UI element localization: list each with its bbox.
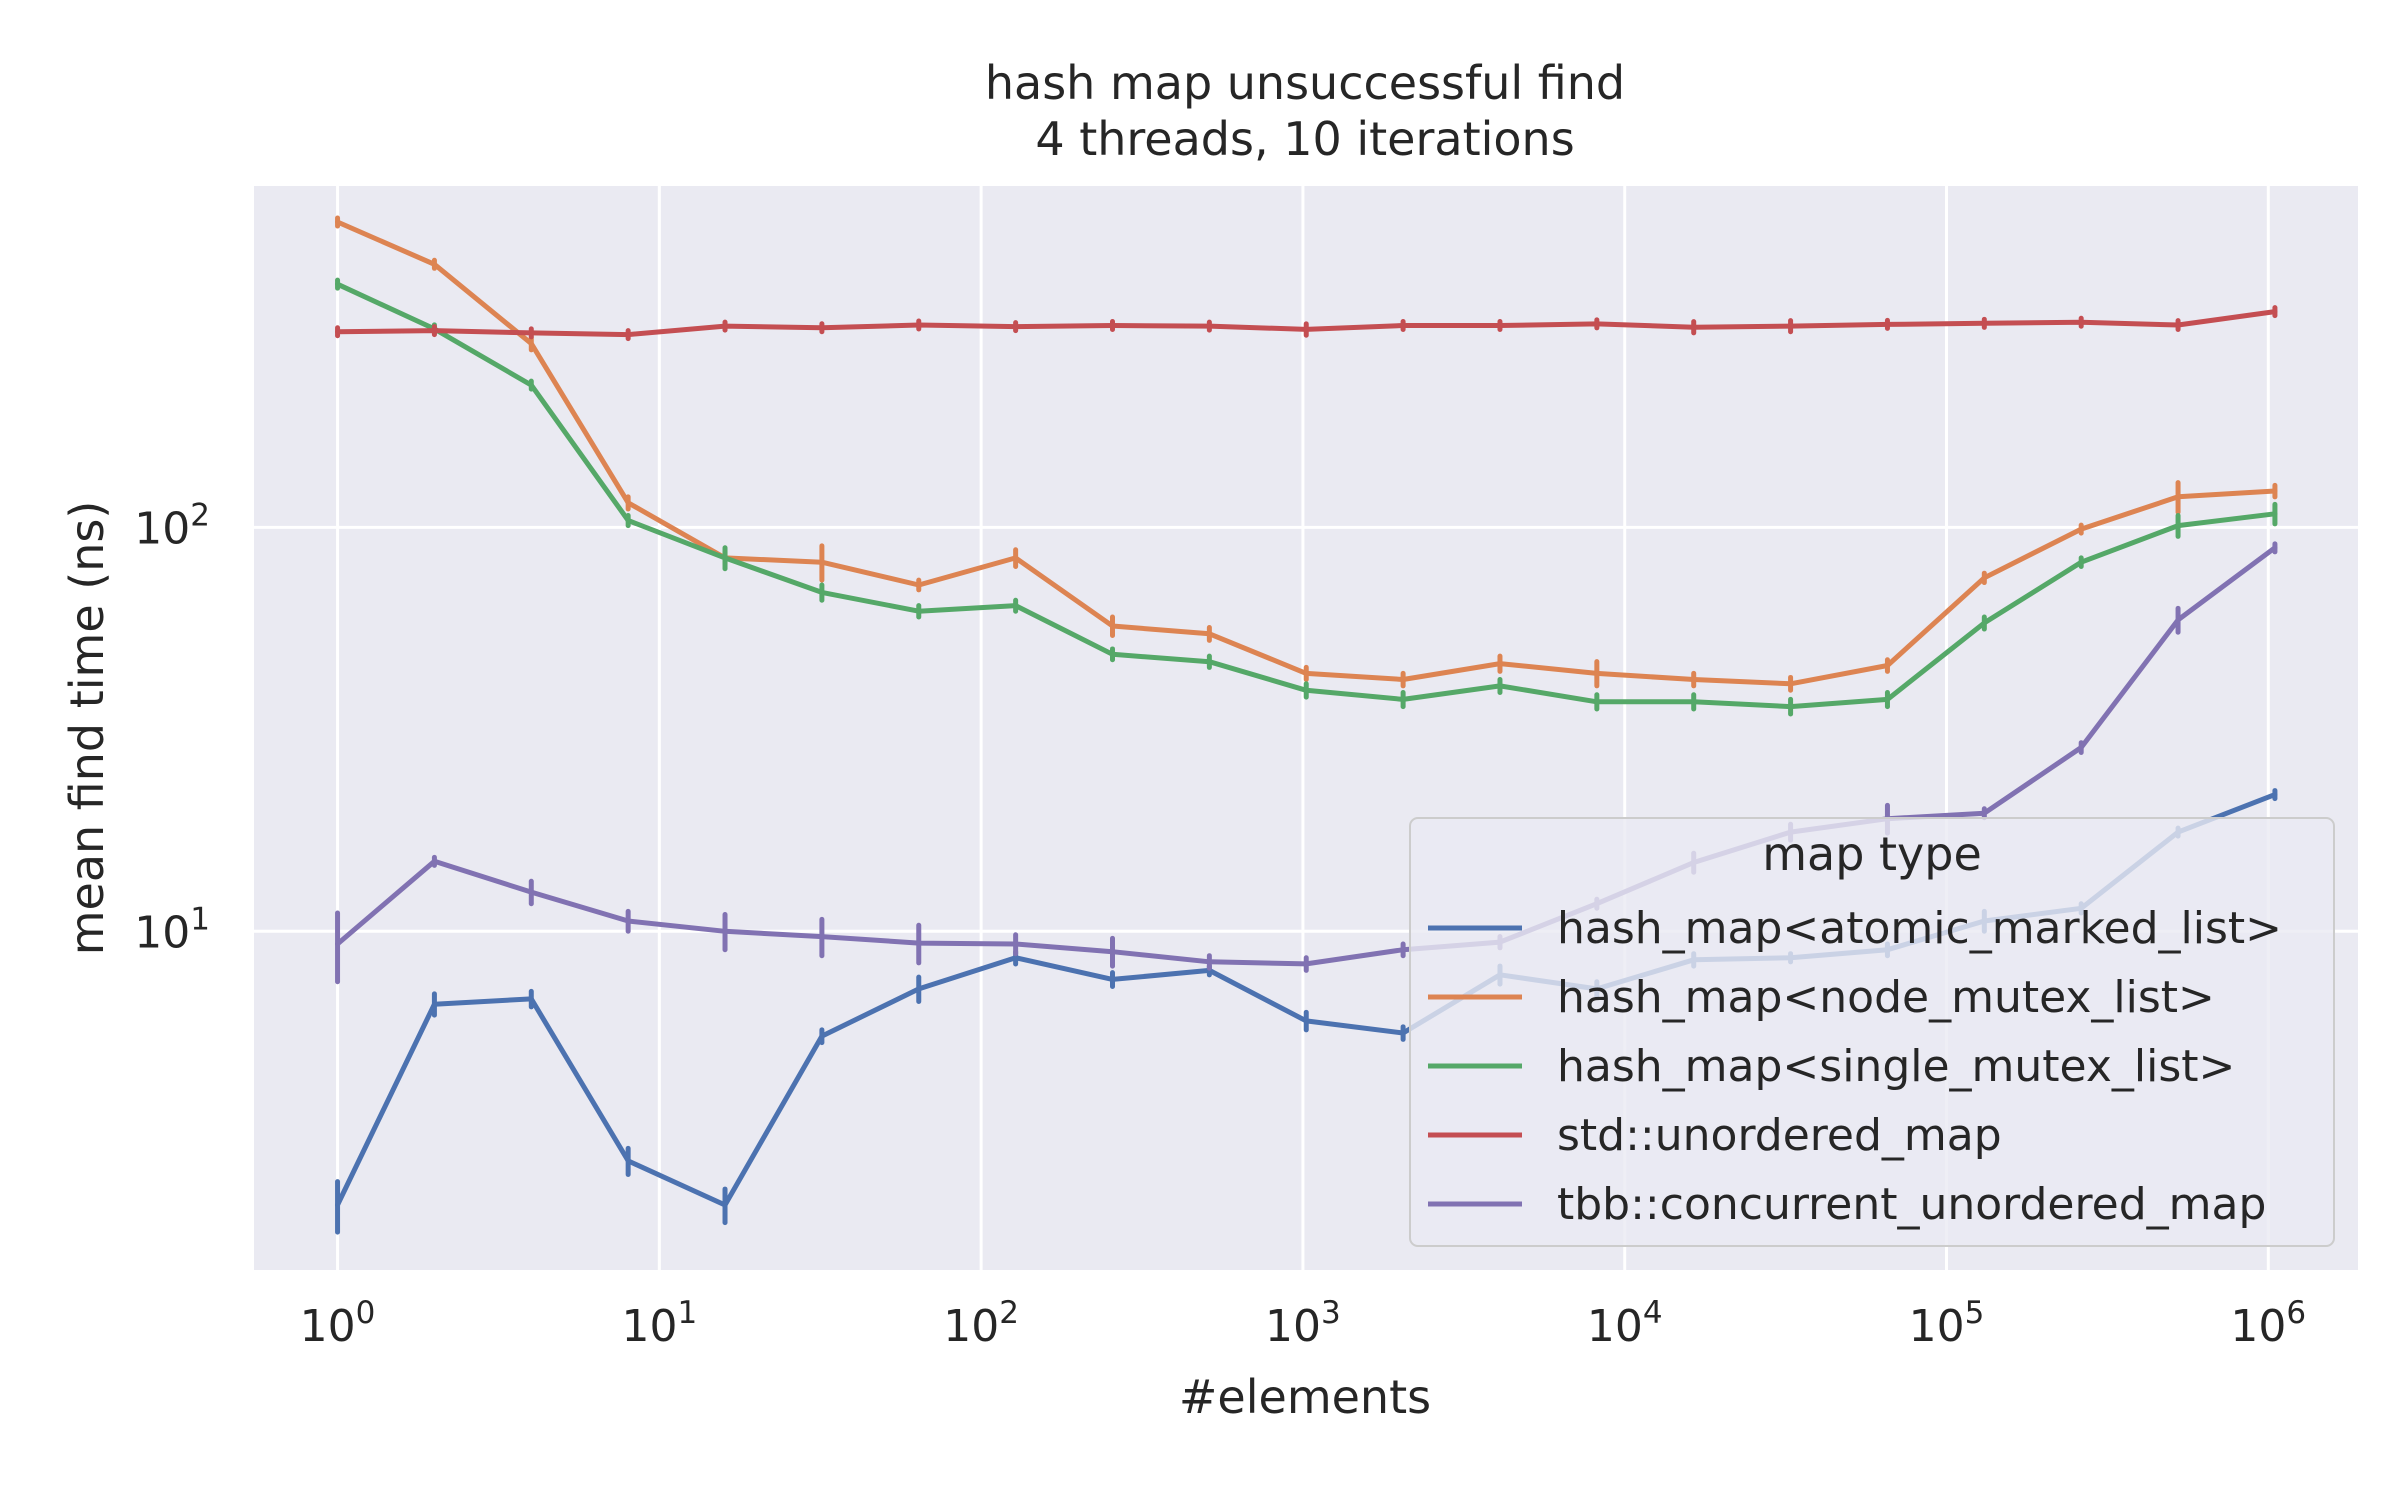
y-tick-label: 101 xyxy=(134,901,210,958)
x-tick-label: 105 xyxy=(1909,1295,1985,1352)
x-tick-base: 10 xyxy=(2230,1301,2286,1352)
legend-box xyxy=(1409,817,2335,1247)
legend-label: hash_map<atomic_marked_list> xyxy=(1557,903,2282,954)
y-tick-exponent: 1 xyxy=(190,901,210,937)
series-4 xyxy=(335,541,2278,985)
chart-subtitle: 4 threads, 10 iterations xyxy=(1035,112,1574,166)
x-axis-label: #elements xyxy=(1179,1370,1431,1424)
legend-label: tbb::concurrent_unordered_map xyxy=(1557,1179,2266,1230)
x-tick-label: 101 xyxy=(621,1295,697,1352)
series-2 xyxy=(335,277,2278,717)
y-tick-base: 10 xyxy=(134,907,190,958)
x-tick-label: 100 xyxy=(300,1295,376,1352)
y-axis-label: mean find time (ns) xyxy=(60,501,114,956)
x-tick-exponent: 3 xyxy=(1321,1295,1341,1331)
x-tick-base: 10 xyxy=(1265,1301,1321,1352)
x-tick-exponent: 0 xyxy=(356,1295,376,1331)
legend-title: map type xyxy=(1762,827,1982,881)
x-tick-exponent: 5 xyxy=(1965,1295,1985,1331)
x-tick-exponent: 1 xyxy=(677,1295,697,1331)
x-tick-label: 102 xyxy=(943,1295,1019,1352)
legend: map type hash_map<atomic_marked_list>has… xyxy=(1409,817,2335,1247)
x-tick-base: 10 xyxy=(1909,1301,1965,1352)
y-tick-exponent: 2 xyxy=(190,497,210,533)
x-tick-base: 10 xyxy=(300,1301,356,1352)
x-tick-exponent: 2 xyxy=(999,1295,1019,1331)
x-tick-label: 106 xyxy=(2230,1295,2306,1352)
series-1 xyxy=(335,215,2278,693)
y-tick-base: 10 xyxy=(134,503,190,554)
series-3 xyxy=(335,305,2278,342)
x-ticks: 100 101 102 103 104 105 106 xyxy=(300,1295,2306,1352)
x-tick-exponent: 6 xyxy=(2286,1295,2306,1331)
x-tick-base: 10 xyxy=(1587,1301,1643,1352)
y-tick-label: 102 xyxy=(134,497,210,554)
x-tick-base: 10 xyxy=(943,1301,999,1352)
legend-label: hash_map<single_mutex_list> xyxy=(1557,1041,2235,1092)
chart-title: hash map unsuccessful find xyxy=(985,56,1625,110)
legend-label: hash_map<node_mutex_list> xyxy=(1557,972,2215,1023)
legend-label: std::unordered_map xyxy=(1557,1110,2002,1161)
x-tick-base: 10 xyxy=(621,1301,677,1352)
x-tick-exponent: 4 xyxy=(1643,1295,1663,1331)
x-tick-label: 103 xyxy=(1265,1295,1341,1352)
x-tick-label: 104 xyxy=(1587,1295,1663,1352)
